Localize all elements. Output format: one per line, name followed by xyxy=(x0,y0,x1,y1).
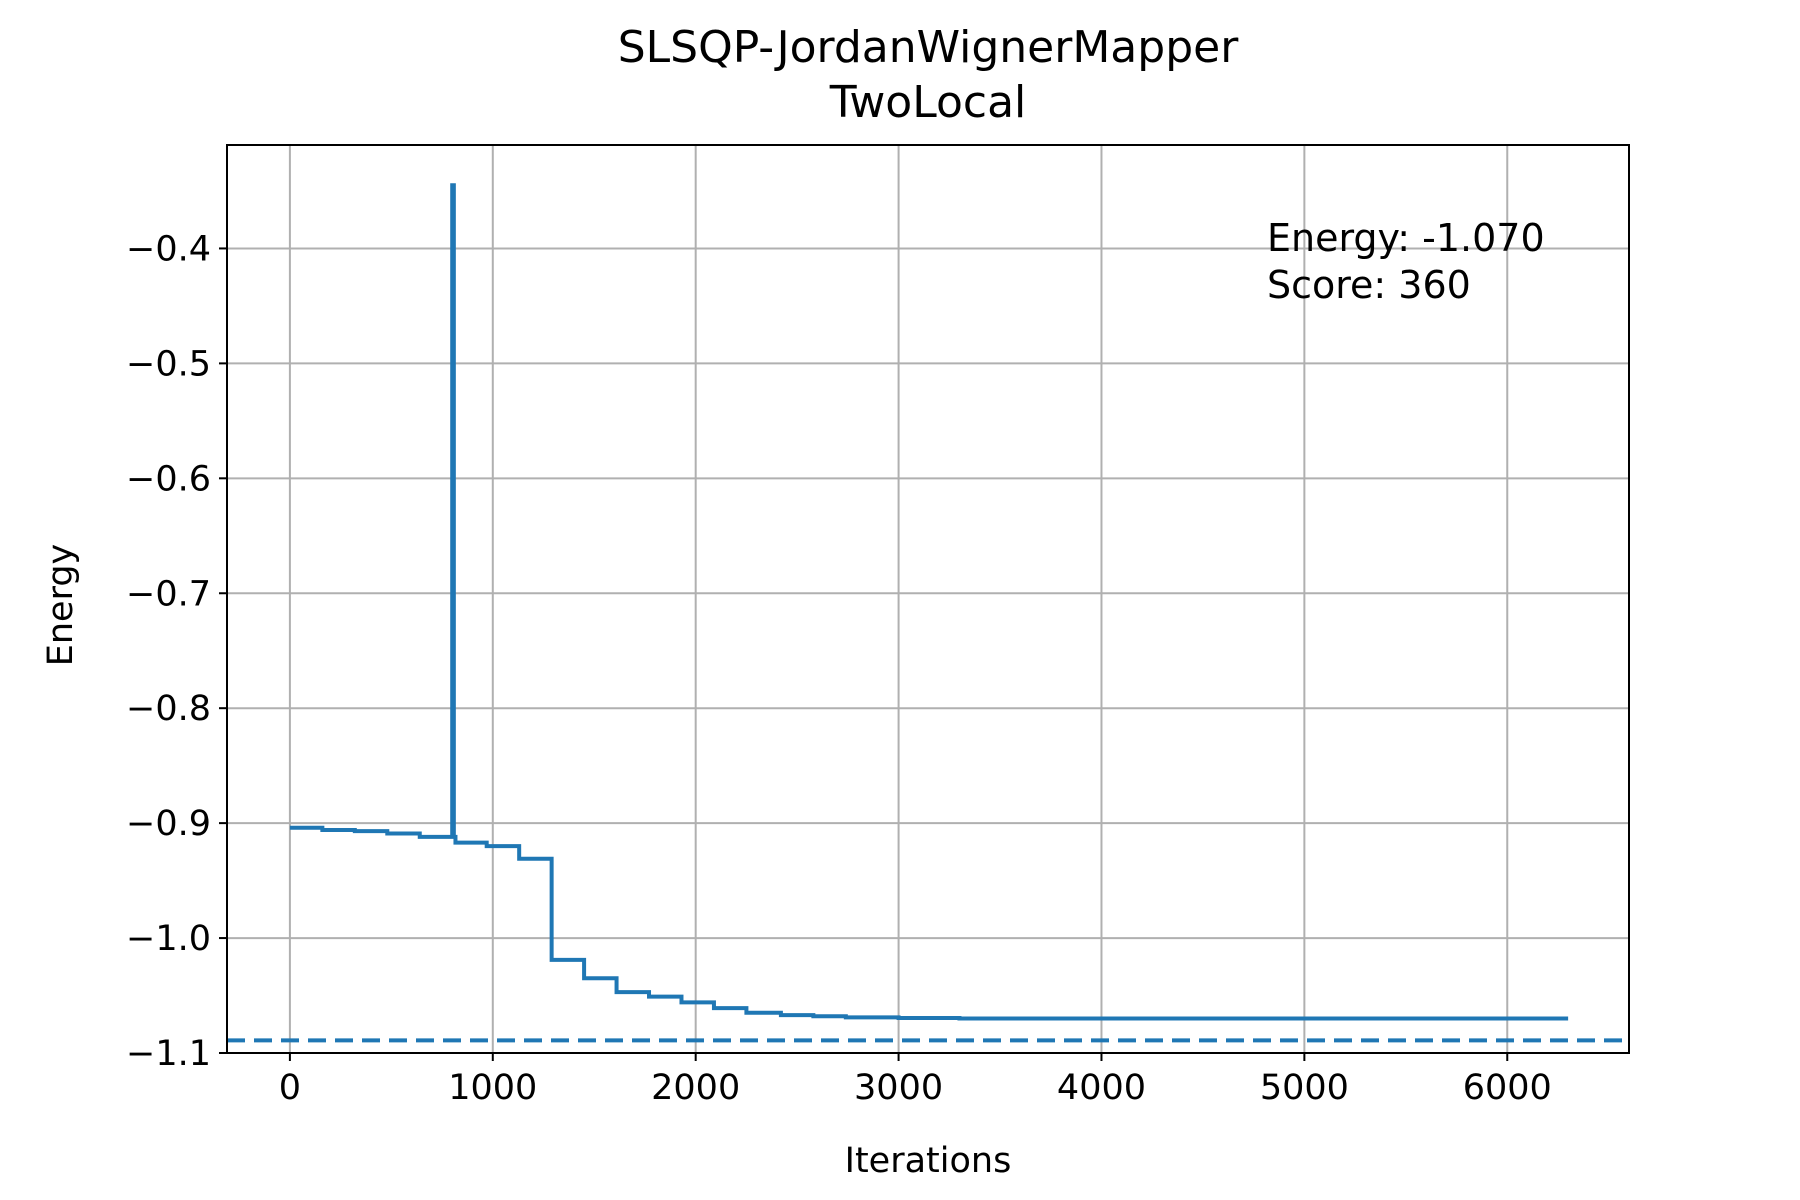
energy-annotation: Energy: -1.070 xyxy=(1267,216,1545,260)
y-tick-label: −0.7 xyxy=(126,574,211,614)
y-tick-label: −1.1 xyxy=(126,1034,211,1074)
chart-subtitle: TwoLocal xyxy=(829,77,1027,128)
y-tick-label: −0.4 xyxy=(126,229,211,269)
chart-title: SLSQP-JordanWignerMapper xyxy=(618,22,1239,73)
x-tick-label: 3000 xyxy=(854,1068,943,1108)
x-axis-label: Iterations xyxy=(845,1141,1012,1181)
x-tick-label: 4000 xyxy=(1057,1068,1146,1108)
x-tick-label: 6000 xyxy=(1463,1068,1552,1108)
y-tick-label: −0.9 xyxy=(126,804,211,844)
energy-series-line xyxy=(289,183,1569,1021)
y-tick-label: −0.6 xyxy=(126,459,211,499)
y-axis-label: Energy xyxy=(41,544,81,667)
x-tick-label: 0 xyxy=(279,1068,301,1108)
y-tick-label: −1.0 xyxy=(126,919,211,959)
y-tick-label: −0.8 xyxy=(126,689,211,729)
x-tick-label: 1000 xyxy=(448,1068,537,1108)
x-tick-label: 5000 xyxy=(1260,1068,1349,1108)
ticks: 0 1000 2000 3000 4000 5000 6000 −0.4 −0.5 −0.6 −0.… xyxy=(126,229,1552,1108)
x-tick-label: 2000 xyxy=(651,1068,740,1108)
axes-frame xyxy=(226,144,1630,1054)
y-tick-label: −0.5 xyxy=(126,344,211,384)
series-layer xyxy=(227,183,1629,1043)
score-annotation: Score: 360 xyxy=(1267,263,1471,307)
